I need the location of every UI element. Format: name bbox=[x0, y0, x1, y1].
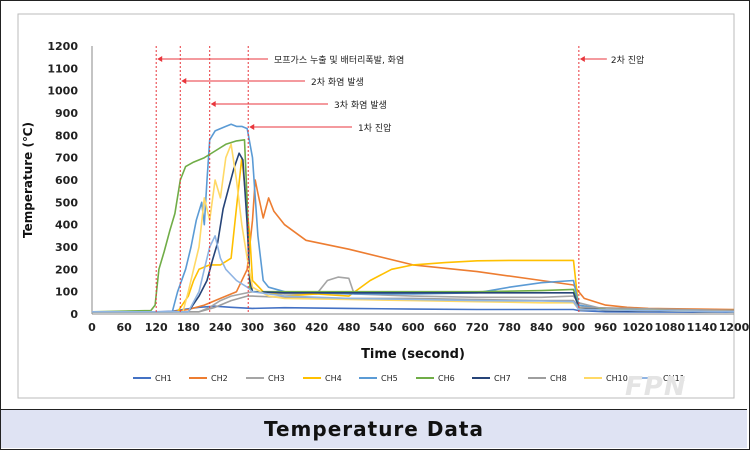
legend-label: CH3 bbox=[268, 374, 285, 383]
x-tick-label: 480 bbox=[337, 321, 360, 334]
legend-label: CH6 bbox=[438, 374, 455, 383]
y-tick-label: 0 bbox=[70, 308, 78, 321]
y-axis-label: Temperature (℃) bbox=[21, 122, 35, 238]
x-axis-label: Time (second) bbox=[361, 347, 465, 362]
event-arrowhead bbox=[579, 56, 585, 62]
x-tick-label: 1200 bbox=[719, 321, 750, 334]
series-line-ch3 bbox=[92, 276, 735, 313]
watermark-logo: FPN bbox=[625, 372, 687, 402]
x-tick-label: 120 bbox=[145, 321, 168, 334]
series-line-ch5 bbox=[92, 123, 735, 313]
event-label: 2차 화염 발생 bbox=[311, 76, 364, 88]
x-tick-label: 540 bbox=[369, 321, 392, 334]
y-tick-label: 400 bbox=[55, 219, 78, 232]
x-tick-label: 240 bbox=[209, 321, 232, 334]
x-tick-label: 840 bbox=[530, 321, 553, 334]
event-arrowhead bbox=[157, 56, 163, 62]
x-tick-label: 900 bbox=[562, 321, 585, 334]
event-arrowhead bbox=[181, 78, 187, 84]
caption-bar: Temperature Data bbox=[1, 409, 747, 448]
series-line-ch10 bbox=[92, 143, 735, 313]
series-line-ch11 bbox=[92, 235, 735, 313]
x-tick-label: 300 bbox=[241, 321, 264, 334]
y-tick-label: 100 bbox=[55, 286, 78, 299]
x-tick-label: 1080 bbox=[654, 321, 685, 334]
event-arrowhead bbox=[249, 124, 255, 130]
event-label: 1차 진압 bbox=[358, 122, 391, 134]
y-tick-label: 300 bbox=[55, 241, 78, 254]
y-tick-label: 900 bbox=[55, 107, 78, 120]
legend-label: CH8 bbox=[550, 374, 567, 383]
plot-area-border bbox=[17, 13, 735, 399]
x-tick-label: 660 bbox=[434, 321, 457, 334]
y-tick-label: 1000 bbox=[47, 85, 78, 98]
x-tick-label: 60 bbox=[116, 321, 132, 334]
series-line-ch6 bbox=[91, 139, 735, 313]
y-tick-label: 1200 bbox=[47, 40, 78, 53]
legend-label: CH7 bbox=[494, 374, 511, 383]
event-label: 3차 화염 발생 bbox=[334, 99, 387, 111]
line-chart: 0100200300400500600700800900100011001200… bbox=[17, 13, 750, 399]
x-tick-label: 1020 bbox=[622, 321, 653, 334]
x-tick-label: 960 bbox=[594, 321, 617, 334]
x-tick-label: 600 bbox=[402, 321, 425, 334]
x-tick-label: 360 bbox=[273, 321, 296, 334]
x-tick-label: 780 bbox=[498, 321, 521, 334]
legend-label: CH11 bbox=[663, 374, 685, 383]
y-tick-label: 600 bbox=[55, 174, 78, 187]
legend-label: CH10 bbox=[606, 374, 628, 383]
caption-text: Temperature Data bbox=[264, 417, 484, 441]
event-label: 모프가스 누출 및 배터리폭발, 화염 bbox=[274, 54, 404, 66]
events-layer: 모프가스 누출 및 배터리폭발, 화염 2차 화염 발생 3차 화염 발생 1차 진압… bbox=[155, 46, 644, 314]
series-layer bbox=[91, 123, 735, 313]
y-tick-label: 500 bbox=[55, 196, 78, 209]
series-line-ch2 bbox=[92, 179, 735, 313]
y-tick-label: 1100 bbox=[47, 62, 78, 75]
x-tick-label: 1140 bbox=[687, 321, 718, 334]
y-tick-label: 700 bbox=[55, 152, 78, 165]
legend-label: CH1 bbox=[155, 374, 172, 383]
y-tick-label: 200 bbox=[55, 263, 78, 276]
legend-label: CH4 bbox=[325, 374, 342, 383]
x-tick-label: 180 bbox=[177, 321, 200, 334]
x-tick-label: 0 bbox=[88, 321, 96, 334]
y-tick-label: 800 bbox=[55, 129, 78, 142]
legend: CH1 CH2 CH3 CH4 CH5 CH6 CH7 CH8 CH10 CH11 bbox=[133, 374, 685, 383]
legend-label: CH5 bbox=[381, 374, 398, 383]
x-tick-label: 720 bbox=[466, 321, 489, 334]
x-tick-label: 420 bbox=[305, 321, 328, 334]
event-arrowhead bbox=[210, 101, 216, 107]
legend-label: CH2 bbox=[211, 374, 228, 383]
axes: 0100200300400500600700800900100011001200… bbox=[47, 40, 749, 334]
series-line-ch7 bbox=[92, 152, 735, 313]
event-label: 2차 진압 bbox=[611, 54, 644, 66]
